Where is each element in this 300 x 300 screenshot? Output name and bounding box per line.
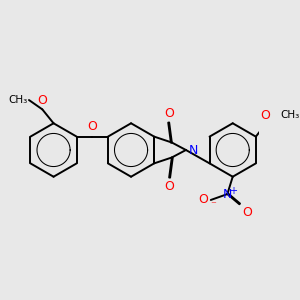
Text: CH₃: CH₃ <box>280 110 299 120</box>
Text: N: N <box>189 143 199 157</box>
Text: O: O <box>164 180 174 193</box>
Text: O: O <box>164 107 174 120</box>
Text: CH₃: CH₃ <box>8 95 28 105</box>
Text: O: O <box>198 194 208 206</box>
Text: +: + <box>229 186 237 196</box>
Text: O: O <box>260 110 270 122</box>
Text: O: O <box>242 206 252 219</box>
Text: O: O <box>37 94 47 107</box>
Text: N: N <box>223 188 232 201</box>
Text: ⁻: ⁻ <box>211 200 216 210</box>
Text: O: O <box>87 120 97 133</box>
